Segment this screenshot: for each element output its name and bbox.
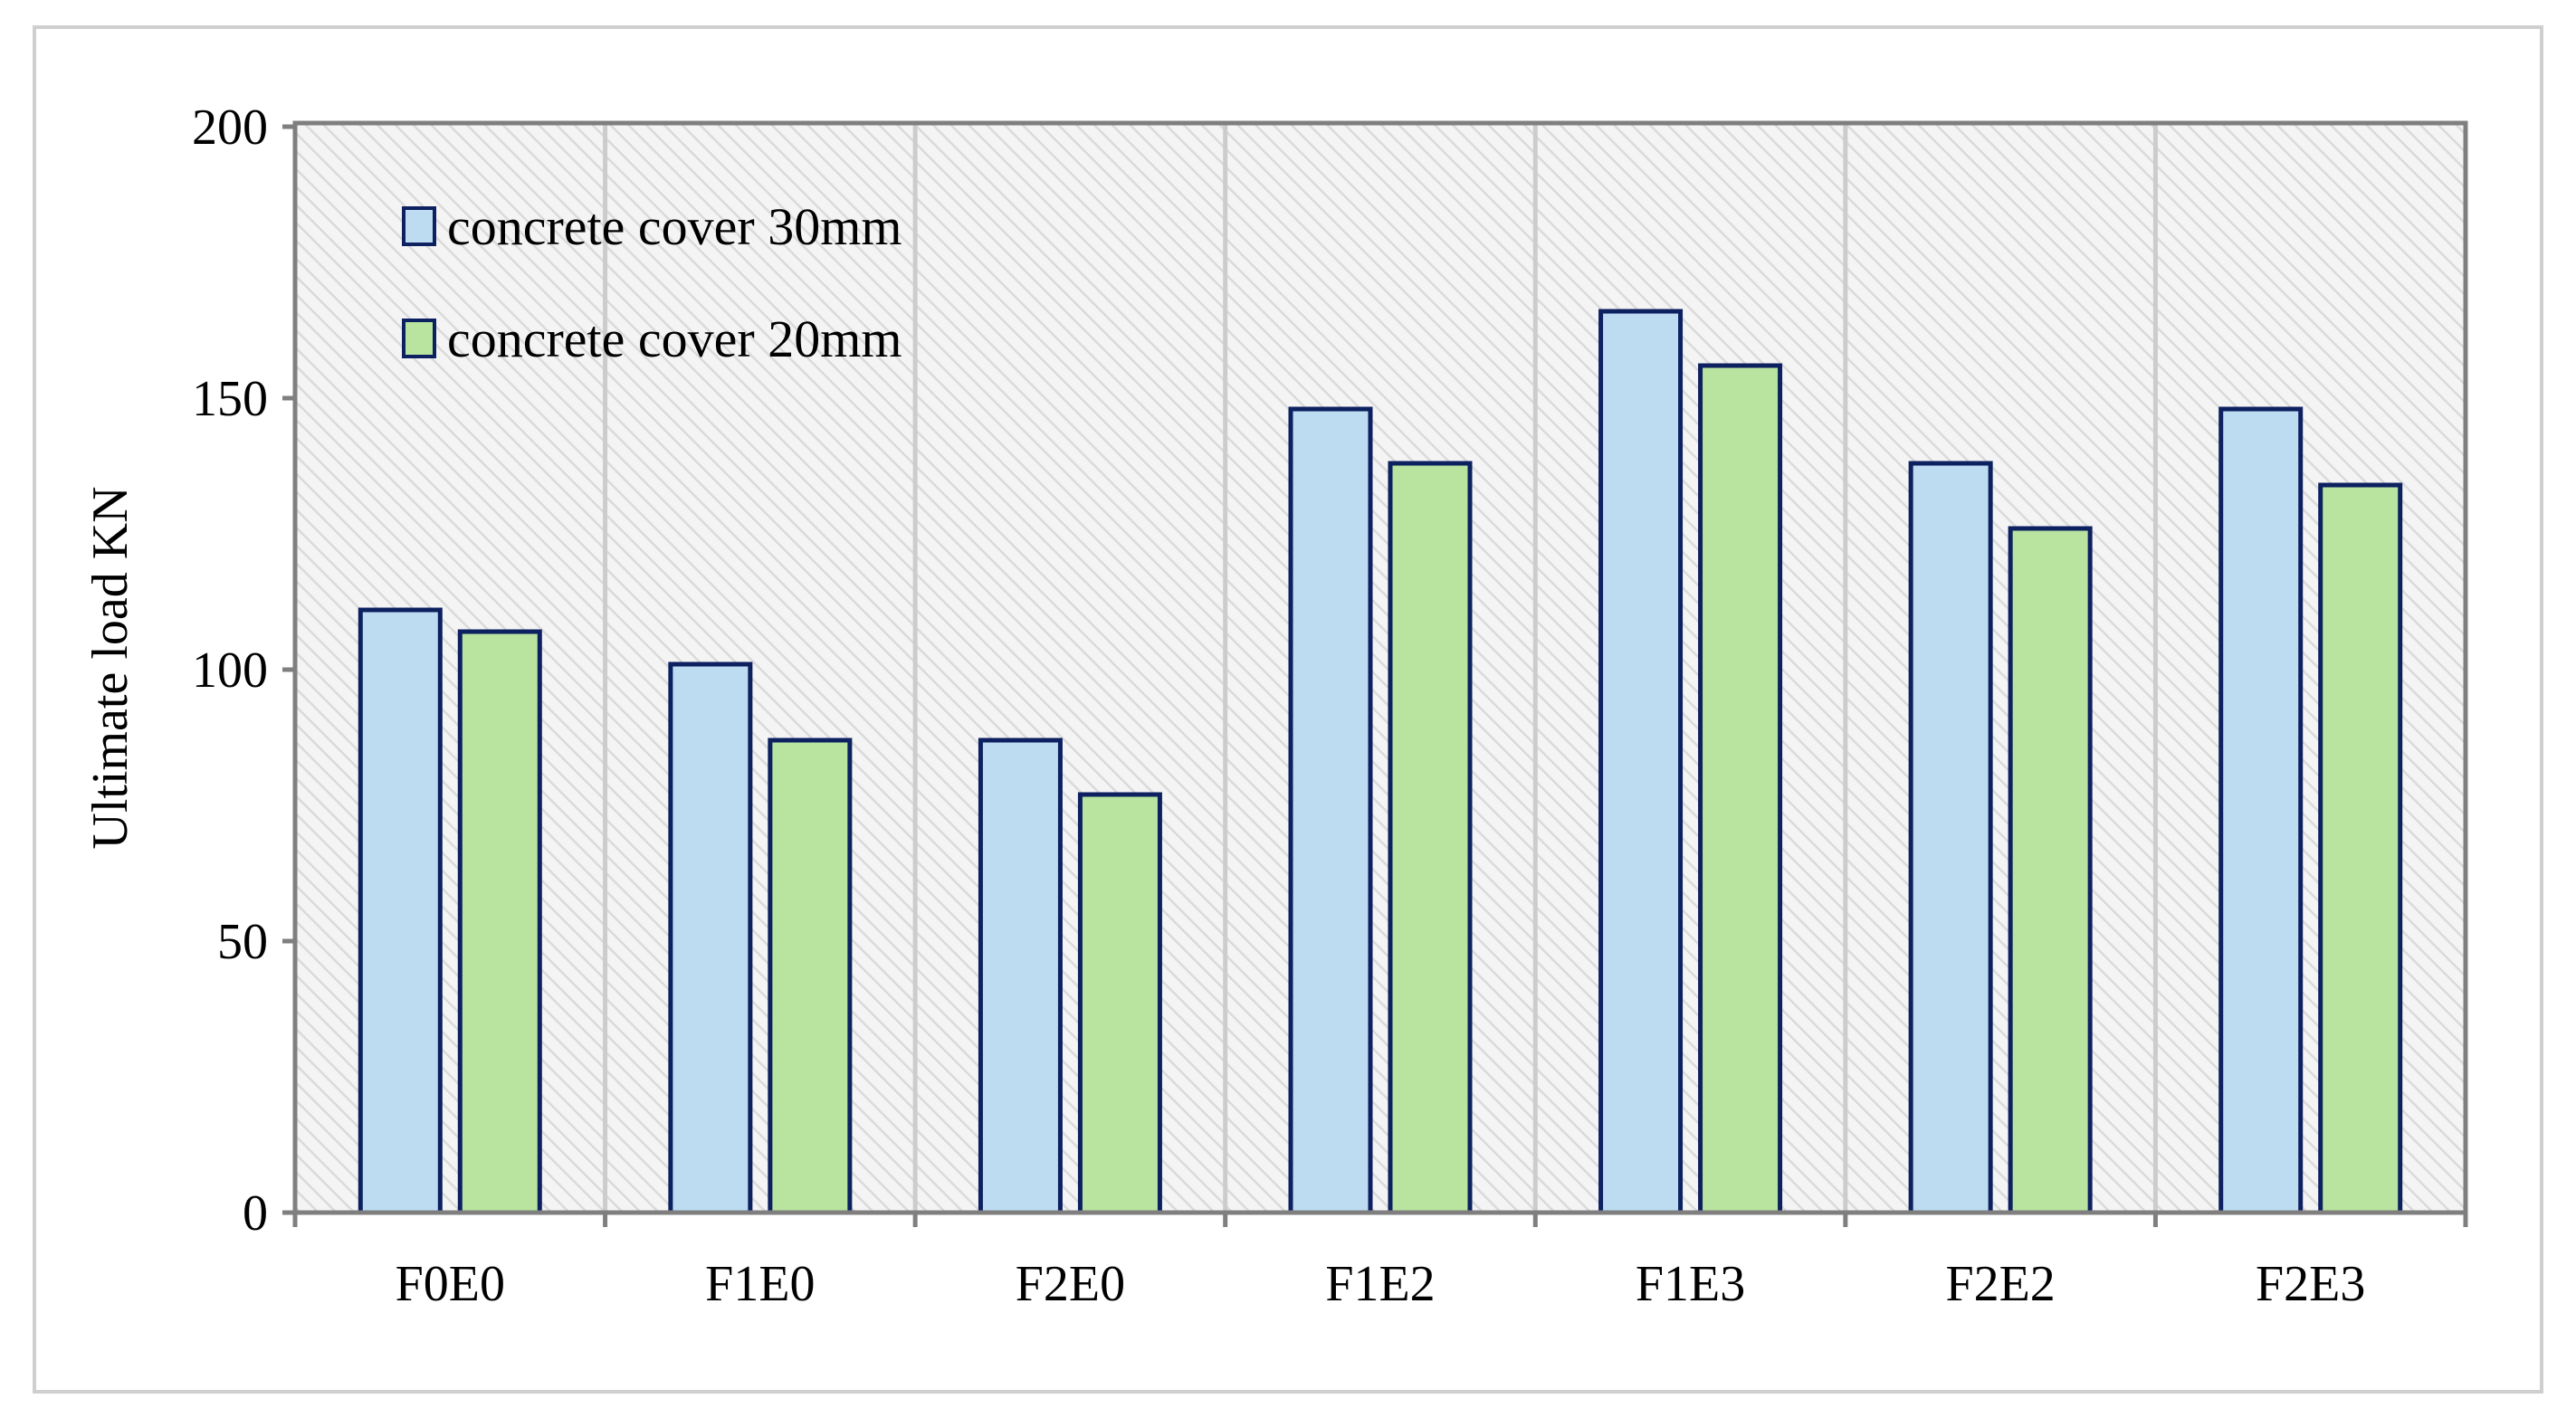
x-tick-label: F1E0 <box>705 1256 815 1312</box>
bar-f2e0-series-2 <box>1077 792 1162 1215</box>
y-axis-ticks: 0 50 100 150 200 <box>192 100 295 1242</box>
x-tick-label: F0E0 <box>396 1256 505 1312</box>
legend: concrete cover 30mm concrete cover 20mm <box>402 197 902 368</box>
y-axis-label: Ultimate load KN <box>82 486 138 849</box>
bar-f1e0-series-1 <box>668 661 753 1215</box>
bar-f2e2-series-2 <box>2008 526 2093 1215</box>
x-tick-label: F2E2 <box>1945 1256 2055 1312</box>
bar-f2e2-series-1 <box>1908 461 1993 1215</box>
x-tick-label: F1E3 <box>1636 1256 1745 1312</box>
x-tick-label: F1E2 <box>1325 1256 1435 1312</box>
y-tick-label: 0 <box>243 1185 268 1242</box>
x-tick-label: F2E0 <box>1016 1256 1125 1312</box>
x-axis-ticks: F0E0 F1E0 F2E0 F1E2 F1E3 F2E2 F2E3 <box>292 1213 2468 1312</box>
category-separators <box>603 123 2158 1213</box>
bar-f1e3-series-1 <box>1598 309 1684 1215</box>
bar-f0e0-series-1 <box>358 607 443 1215</box>
bar-f2e3-series-1 <box>2218 406 2304 1215</box>
bar-f2e3-series-2 <box>2318 482 2403 1215</box>
bar-f2e0-series-1 <box>978 738 1063 1215</box>
legend-swatch <box>402 206 436 246</box>
legend-label: concrete cover 30mm <box>447 197 902 256</box>
bar-f1e3-series-2 <box>1698 363 1783 1215</box>
legend-label: concrete cover 20mm <box>447 309 902 368</box>
y-tick-label: 200 <box>192 100 268 156</box>
y-tick-label: 100 <box>192 642 268 699</box>
plot-area <box>295 123 2466 1213</box>
y-tick-label: 50 <box>217 914 268 970</box>
y-tick-label: 150 <box>192 371 268 427</box>
bars <box>358 309 2403 1215</box>
bar-f0e0-series-2 <box>457 629 542 1215</box>
x-tick-label: F2E3 <box>2256 1256 2365 1312</box>
bar-f1e2-series-2 <box>1388 461 1473 1215</box>
legend-swatch <box>402 319 436 358</box>
bar-f1e2-series-1 <box>1288 406 1373 1215</box>
bar-f1e0-series-2 <box>768 738 853 1215</box>
